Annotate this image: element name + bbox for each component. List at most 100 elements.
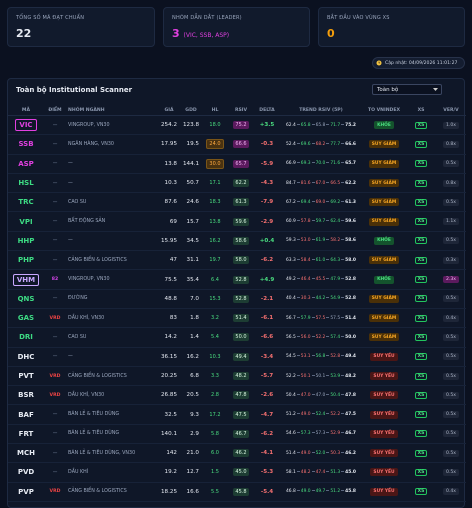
- stat-card: NHÓM DẪN DẮT (LEADER) 3 (VIC, SSB, ASP): [163, 7, 310, 47]
- trend-arrow: [311, 181, 315, 183]
- trend-value: 51.2: [286, 412, 296, 418]
- delta: -0.3: [254, 134, 280, 155]
- dropdown-icon: [433, 88, 438, 91]
- vn-status: SUY GIẢM: [368, 256, 400, 265]
- ticker: PVP: [18, 487, 34, 496]
- trend-value: 65.8: [315, 122, 326, 128]
- xs-cell: XS: [406, 192, 436, 213]
- trend-arrow: [311, 258, 315, 260]
- hl: 6.4: [211, 276, 219, 283]
- trend-arrow: [296, 316, 300, 318]
- trend-value: 50.4: [286, 392, 296, 398]
- vn-status: SUY YẾU: [370, 372, 398, 380]
- filter-select[interactable]: Toàn bộ: [372, 84, 442, 95]
- ratio-cell: 0.5x: [436, 385, 466, 406]
- trend-arrow: [341, 335, 345, 337]
- delta: -3.4: [254, 347, 280, 367]
- trend-value: 81.6: [300, 180, 311, 186]
- ticker: HSL: [18, 179, 34, 188]
- sector: DẦU KHÍ: [66, 462, 158, 483]
- column-header: DELTA: [254, 105, 280, 116]
- trend-value: 57.3: [315, 431, 326, 437]
- column-header: TREND RSIV (5P): [280, 105, 362, 116]
- score: VRD: [44, 385, 66, 406]
- vn-cell: SUY YẾU: [362, 385, 406, 406]
- xs-badge: XS: [414, 237, 428, 245]
- trend-value: 53.0: [300, 238, 311, 244]
- trend-arrow: [326, 258, 330, 260]
- trend-value: 58.1: [286, 469, 296, 475]
- vn-cell: SUY GIẢM: [362, 308, 406, 329]
- trend-value: 50.0: [345, 334, 356, 340]
- trend-value: 47.0: [300, 392, 311, 398]
- ratio-cell: 0.8x: [436, 134, 466, 155]
- ratio: 0.5x: [442, 372, 460, 380]
- trend-arrow: [296, 490, 300, 492]
- trend-value: 66.5: [330, 180, 341, 186]
- trend-value: 47.8: [345, 392, 356, 398]
- vn-status: KHỎE: [374, 121, 394, 130]
- price: 140.1: [158, 424, 180, 445]
- ticker-cell: PVP: [8, 482, 44, 502]
- stat-value-row: 3 (VIC, SSB, ASP): [172, 27, 301, 40]
- trend-cell: 59.3 53.0 61.9 58.2 58.6: [280, 231, 362, 252]
- trend-value: 52.0: [315, 450, 326, 456]
- trend-value: 51.4: [345, 315, 356, 321]
- ticker-cell: DHC: [8, 347, 44, 367]
- gdd: 15.7: [180, 211, 202, 232]
- stat-card: BẮT ĐẦU VÀO VÙNG XS 0: [318, 7, 465, 47]
- trend-value: 53.1: [300, 354, 311, 360]
- ratio: 0.8x: [442, 179, 460, 187]
- rsiv: 46.2: [233, 449, 249, 458]
- rsiv: 61.3: [233, 198, 249, 207]
- ratio: 1.0x: [442, 121, 460, 129]
- trend-value: 54.9: [330, 296, 341, 302]
- delta: -6.2: [254, 250, 280, 271]
- ticker: PVD: [17, 468, 35, 477]
- trend-arrow: [311, 220, 315, 222]
- trend-cell: 49.2 46.4 45.5 47.9 52.8: [280, 269, 362, 290]
- vn-cell: SUY YẾU: [362, 482, 406, 502]
- rsiv-cell: 47.5: [228, 404, 254, 425]
- table-row: QNS — ĐƯỜNG 48.8 7.0 15.3 52.8 -2.1 40.4 30.3 44.2…: [8, 289, 466, 309]
- trend-value: 67.0: [315, 180, 326, 186]
- vn-status: SUY YẾU: [370, 449, 398, 458]
- score: —: [44, 231, 66, 252]
- trend-value: 56.8: [315, 354, 326, 360]
- ticker-cell: BAF: [8, 404, 44, 425]
- price: 48.8: [158, 289, 180, 309]
- column-header: XS: [406, 105, 436, 116]
- rsiv: 62.2: [233, 179, 249, 188]
- trend-arrow: [311, 490, 315, 492]
- hl: 19.7: [209, 257, 221, 264]
- rsiv: 58.6: [233, 236, 249, 245]
- update-text: Cập nhật: 04/09/2026 11:01:27: [385, 60, 458, 66]
- trend-value: 65.7: [345, 161, 356, 167]
- trend-arrow: [326, 278, 330, 280]
- ratio: 0.5x: [442, 198, 460, 206]
- vn-status: SUY YẾU: [370, 410, 398, 419]
- xs-badge: XS: [414, 121, 428, 129]
- trend-cell: 67.2 69.4 69.0 69.2 61.3: [280, 192, 362, 213]
- xs-badge: XS: [414, 333, 428, 341]
- rsiv: 52.8: [233, 275, 249, 284]
- trend-value: 62.2: [345, 180, 356, 186]
- trend-value: 44.2: [315, 296, 326, 302]
- ticker: PHP: [17, 256, 35, 265]
- rsiv-cell: 62.2: [228, 173, 254, 194]
- trend-value: 54.5: [286, 354, 296, 360]
- ticker-cell: VPI: [8, 211, 44, 232]
- xs-cell: XS: [406, 327, 436, 348]
- score: —: [44, 134, 66, 155]
- hl-cell: 3.3: [202, 366, 228, 387]
- trend-arrow: [311, 123, 315, 125]
- ratio-cell: 1.0x: [436, 115, 466, 136]
- delta: -2.6: [254, 385, 280, 406]
- xs-badge: XS: [414, 295, 428, 303]
- trend-value: 59.6: [345, 219, 356, 225]
- vn-status: SUY YẾU: [370, 429, 398, 438]
- delta: -2.9: [254, 211, 280, 232]
- update-badge: Cập nhật: 04/09/2026 11:01:27: [372, 57, 465, 69]
- stat-value: 22: [16, 27, 32, 40]
- hl: 18.3: [209, 199, 221, 206]
